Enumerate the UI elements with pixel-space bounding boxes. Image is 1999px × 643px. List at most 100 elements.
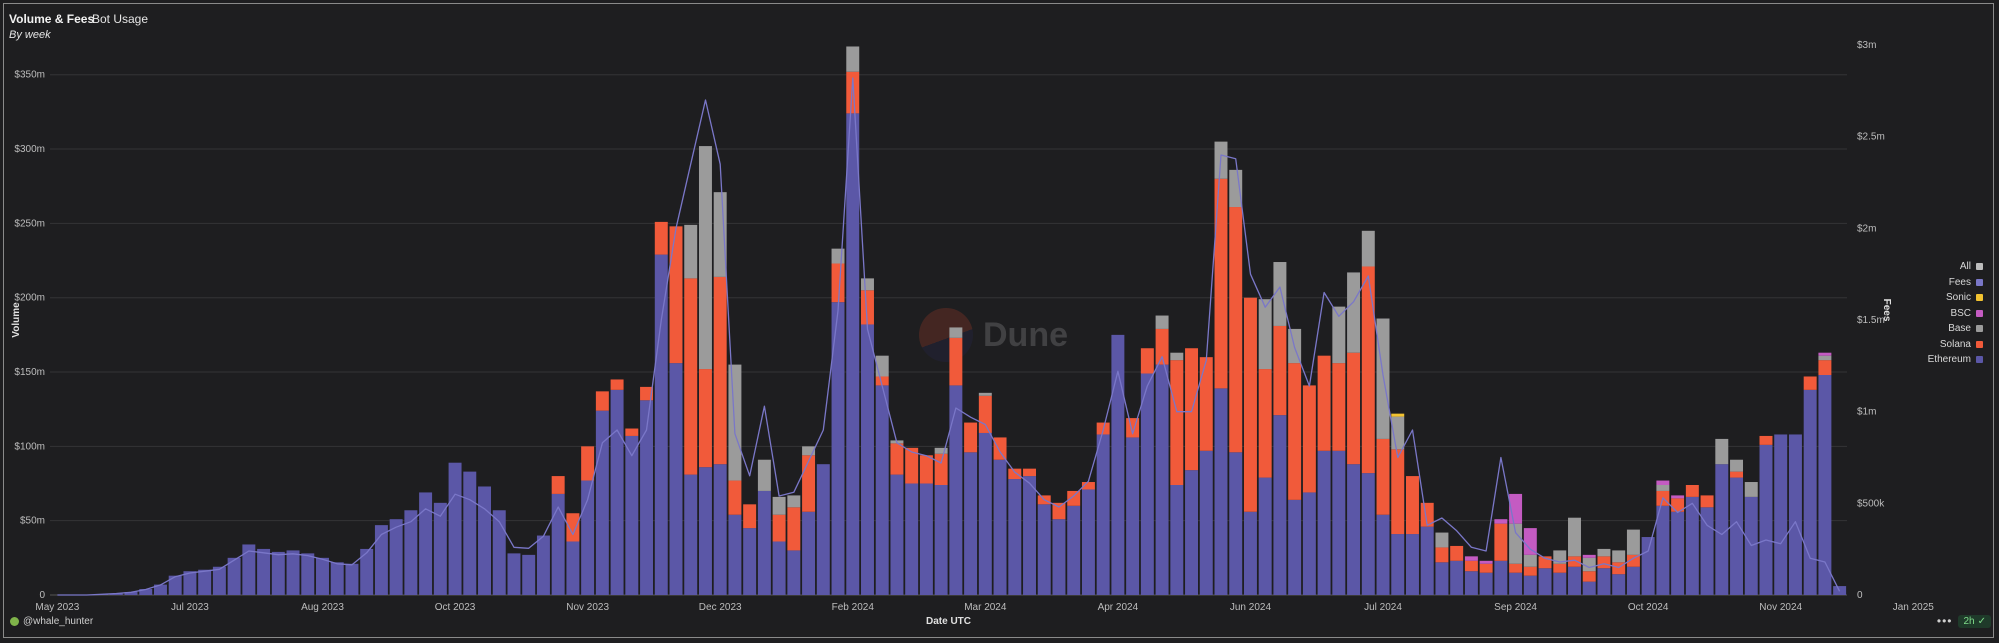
bar-ethereum bbox=[271, 551, 285, 595]
x-axis-label: Date UTC bbox=[926, 616, 971, 627]
legend-item-bsc[interactable]: BSC bbox=[1928, 306, 1983, 322]
y-axis-label: Volume bbox=[11, 302, 22, 338]
bar-ethereum bbox=[934, 485, 948, 595]
legend-swatch-fees bbox=[1976, 278, 1983, 286]
bar-solana bbox=[1273, 325, 1287, 416]
bar-solana bbox=[1391, 449, 1405, 535]
bar-ethereum bbox=[1185, 470, 1199, 595]
bar-ethereum bbox=[1126, 437, 1140, 595]
bar-ethereum bbox=[757, 490, 771, 595]
x-tick-label: May 2023 bbox=[35, 602, 79, 613]
bar-base bbox=[1332, 306, 1346, 364]
bar-solana bbox=[610, 379, 624, 390]
watermark-text: Dune bbox=[983, 315, 1068, 354]
bar-solana bbox=[1361, 266, 1375, 474]
bar-solana bbox=[1479, 563, 1493, 573]
bar-ethereum bbox=[1229, 452, 1243, 595]
legend-swatch-solana bbox=[1976, 340, 1983, 348]
legend-label-sonic: Sonic bbox=[1945, 292, 1971, 303]
bar-bsc bbox=[1479, 560, 1493, 564]
y-tick-label: $150m bbox=[14, 367, 45, 378]
bar-ethereum bbox=[522, 554, 536, 595]
bar-ethereum bbox=[875, 385, 889, 595]
legend-item-all[interactable]: All bbox=[1928, 259, 1983, 275]
legend-label-solana: Solana bbox=[1939, 338, 1971, 350]
fees-line bbox=[57, 77, 1841, 596]
legend-item-sonic[interactable]: Sonic bbox=[1928, 290, 1983, 306]
bar-ethereum bbox=[124, 592, 138, 595]
bar-ethereum bbox=[743, 528, 757, 595]
bar-ethereum bbox=[1361, 473, 1375, 595]
refresh-badge[interactable]: 2h ✓ bbox=[1958, 614, 1991, 628]
bar-ethereum bbox=[1023, 476, 1036, 595]
bar-base bbox=[861, 278, 874, 291]
bar-ethereum bbox=[330, 562, 344, 595]
bar-base bbox=[1744, 482, 1758, 497]
legend-item-base[interactable]: Base bbox=[1928, 321, 1983, 337]
bar-base bbox=[934, 447, 948, 454]
bar-sonic bbox=[1391, 413, 1405, 417]
y2-tick-label: $500k bbox=[1857, 498, 1885, 509]
bar-ethereum bbox=[1730, 477, 1744, 595]
bar-ethereum bbox=[698, 467, 712, 595]
legend-item-fees[interactable]: Fees bbox=[1928, 275, 1983, 291]
bar-ethereum bbox=[1626, 566, 1640, 595]
bar-bsc bbox=[1464, 556, 1478, 561]
bar-base bbox=[1170, 352, 1184, 361]
bar-ethereum bbox=[993, 459, 1007, 595]
bar-solana bbox=[1052, 502, 1066, 520]
y-tick-label: $250m bbox=[14, 218, 45, 229]
bar-base bbox=[1612, 550, 1626, 563]
bar-ethereum bbox=[831, 302, 845, 595]
bar-ethereum bbox=[1685, 496, 1699, 595]
bar-solana bbox=[640, 386, 654, 401]
bar-ethereum bbox=[1096, 434, 1110, 595]
bar-solana bbox=[1155, 328, 1169, 365]
author-link[interactable]: @whale_hunter bbox=[10, 616, 93, 627]
bar-ethereum bbox=[890, 474, 904, 595]
bar-ethereum bbox=[183, 571, 197, 595]
bar-solana bbox=[1008, 468, 1022, 480]
check-circle-icon: ✓ bbox=[1977, 615, 1986, 627]
bar-ethereum bbox=[1479, 572, 1493, 595]
bar-solana bbox=[1302, 385, 1316, 493]
bar-ethereum bbox=[772, 541, 786, 595]
chart-tab-bot-usage[interactable]: Bot Usage bbox=[92, 12, 149, 26]
bar-base bbox=[802, 446, 816, 456]
bar-ethereum bbox=[713, 464, 727, 595]
more-options-icon[interactable]: ••• bbox=[1936, 614, 1953, 628]
bar-solana bbox=[978, 395, 992, 433]
y-tick-label: $100m bbox=[14, 441, 45, 452]
bar-ethereum bbox=[949, 385, 963, 595]
bar-ethereum bbox=[1509, 572, 1523, 595]
bar-solana bbox=[1538, 556, 1552, 569]
legend-item-solana[interactable]: Solana bbox=[1928, 337, 1983, 353]
x-tick-label: Nov 2024 bbox=[1759, 602, 1802, 613]
bar-ethereum bbox=[463, 471, 477, 595]
bar-solana bbox=[890, 443, 904, 475]
bar-solana bbox=[1405, 476, 1419, 535]
bar-solana bbox=[1553, 563, 1567, 573]
bar-ethereum bbox=[625, 435, 639, 595]
bar-ethereum bbox=[1759, 444, 1773, 595]
bar-ethereum bbox=[1405, 534, 1419, 595]
legend-label-all: All bbox=[1959, 261, 1971, 272]
bar-solana bbox=[625, 428, 639, 436]
bar-ethereum bbox=[610, 389, 624, 595]
bar-ethereum bbox=[1170, 485, 1184, 595]
legend-item-ethereum[interactable]: Ethereum bbox=[1928, 352, 1983, 368]
bar-solana bbox=[581, 446, 595, 481]
x-tick-label: Jul 2023 bbox=[171, 602, 209, 613]
y2-tick-label: 0 bbox=[1857, 590, 1863, 601]
bar-solana bbox=[1494, 523, 1508, 561]
bar-base bbox=[787, 495, 801, 508]
bar-solana bbox=[1612, 562, 1626, 575]
bar-solana bbox=[934, 453, 948, 485]
bar-ethereum bbox=[1803, 389, 1817, 595]
bar-solana bbox=[1803, 376, 1817, 390]
bar-solana bbox=[1700, 495, 1714, 508]
x-tick-label: Apr 2024 bbox=[1098, 602, 1139, 613]
x-tick-label: Oct 2024 bbox=[1628, 602, 1669, 613]
bar-solana bbox=[846, 71, 860, 114]
bar-ethereum bbox=[257, 548, 271, 595]
